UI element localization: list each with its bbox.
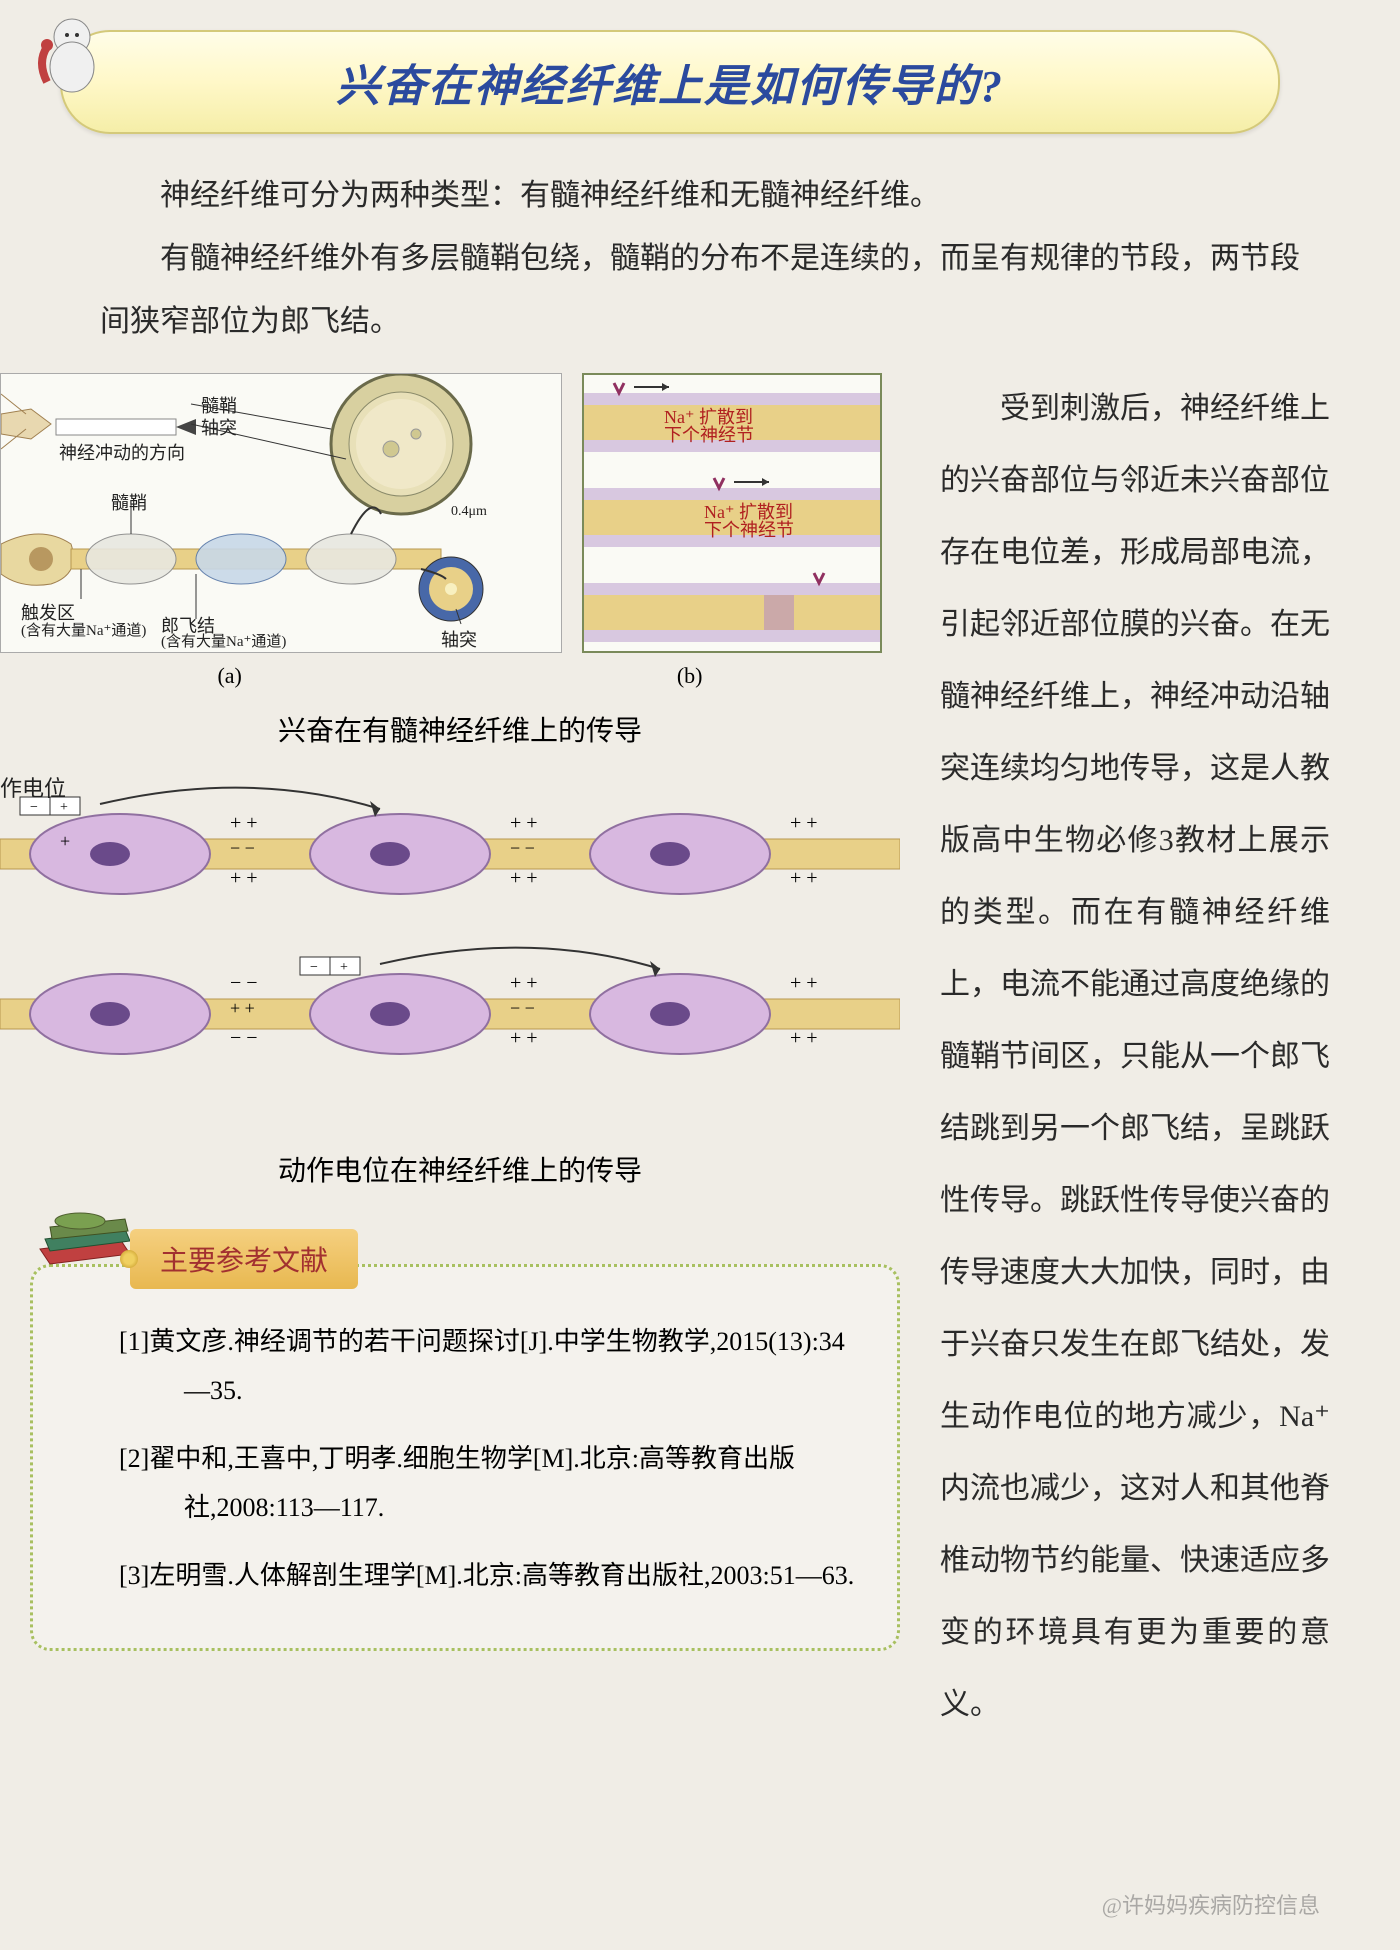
caption-b: (b)	[677, 663, 703, 689]
intro-section: 神经纤维可分为两种类型：有髓神经纤维和无髓神经纤维。 有髓神经纤维外有多层髓鞘包…	[100, 164, 1300, 353]
references-section: 主要参考文献 [1]黄文彦.神经调节的若干问题探讨[J].中学生物教学,2015…	[30, 1229, 900, 1651]
caption-1: 兴奋在有髓神经纤维上的传导	[0, 709, 920, 749]
label-action-potential: 作电位	[0, 771, 66, 803]
caption-a: (a)	[217, 663, 241, 689]
svg-text:− −: − −	[230, 1027, 258, 1049]
label-scale: 0.4μm	[451, 504, 487, 520]
svg-text:+ +: + +	[510, 867, 538, 889]
svg-text:+ +: + +	[510, 972, 538, 994]
svg-text:− −: − −	[510, 998, 535, 1018]
references-header: 主要参考文献	[130, 1229, 358, 1289]
ref-item-1: [1]黄文彦.神经调节的若干问题探讨[J].中学生物教学,2015(13):34…	[93, 1317, 857, 1416]
watermark: @许妈妈疾病防控信息	[1102, 1888, 1320, 1920]
mascot-icon	[32, 12, 112, 102]
ref-item-3: [3]左明雪.人体解剖生理学[M].北京:高等教育出版社,2003:51—63.	[93, 1551, 857, 1600]
diagram-a: 髓鞘 轴突 神经冲动的方向 0.4μm 髓鞘 触发区 (含有大量Na⁺通道) 郎…	[0, 373, 562, 653]
svg-text:+: +	[60, 831, 70, 851]
label-axon: 轴突	[201, 414, 237, 440]
diagram-sublabels: (a) (b)	[0, 663, 920, 689]
svg-text:+ +: + +	[790, 1027, 818, 1049]
caption-2: 动作电位在神经纤维上的传导	[0, 1149, 920, 1189]
label-ranvier-sub: (含有大量Na⁺通道)	[161, 630, 286, 651]
label-direction: 神经冲动的方向	[59, 439, 185, 465]
ref-item-2: [2]翟中和,王喜中,丁明孝.细胞生物学[M].北京:高等教育出版社,2008:…	[93, 1434, 857, 1533]
references-box: [1]黄文彦.神经调节的若干问题探讨[J].中学生物教学,2015(13):34…	[30, 1264, 900, 1651]
svg-text:− −: − −	[230, 972, 258, 994]
label-myelin2: 髓鞘	[111, 489, 147, 515]
body-text: 受到刺激后，神经纤维上的兴奋部位与邻近未兴奋部位存在电位差，形成局部电流，引起邻…	[940, 373, 1330, 1741]
diagram-b: Na⁺ 扩散到 下个神经节 Na⁺ 扩散到 下个神经节	[582, 373, 882, 653]
svg-text:+ +: + +	[230, 998, 255, 1018]
svg-text:+ +: + +	[790, 867, 818, 889]
intro-p1: 神经纤维可分为两种类型：有髓神经纤维和无髓神经纤维。	[100, 164, 1300, 227]
page-title: 兴奋在神经纤维上是如何传导的?	[336, 62, 1004, 111]
body-paragraph: 受到刺激后，神经纤维上的兴奋部位与邻近未兴奋部位存在电位差，形成局部电流，引起邻…	[940, 373, 1330, 1741]
label-next2: 下个神经节	[704, 516, 794, 542]
svg-text:+ +: + +	[790, 812, 818, 834]
svg-text:+ +: + +	[510, 1027, 538, 1049]
diagram-row-1: 髓鞘 轴突 神经冲动的方向 0.4μm 髓鞘 触发区 (含有大量Na⁺通道) 郎…	[0, 373, 920, 653]
label-axon2: 轴突	[441, 626, 477, 652]
svg-text:+ +: + +	[230, 867, 258, 889]
title-banner: 兴奋在神经纤维上是如何传导的?	[60, 30, 1280, 134]
label-trigger-sub: (含有大量Na⁺通道)	[21, 619, 146, 640]
svg-text:+ +: + +	[790, 972, 818, 994]
nerve-conduction-diagram: − + + + + + + + + + + + + + + − − − −	[0, 779, 920, 1129]
svg-text:− −: − −	[230, 838, 255, 858]
svg-text:− −: − −	[510, 838, 535, 858]
svg-text:+ +: + +	[230, 812, 258, 834]
intro-p2: 有髓神经纤维外有多层髓鞘包绕，髓鞘的分布不是连续的，而呈有规律的节段，两节段间狭…	[100, 227, 1300, 353]
svg-text:−: −	[310, 960, 318, 975]
label-next1: 下个神经节	[664, 421, 754, 447]
svg-text:+: +	[340, 960, 348, 975]
svg-text:+ +: + +	[510, 812, 538, 834]
